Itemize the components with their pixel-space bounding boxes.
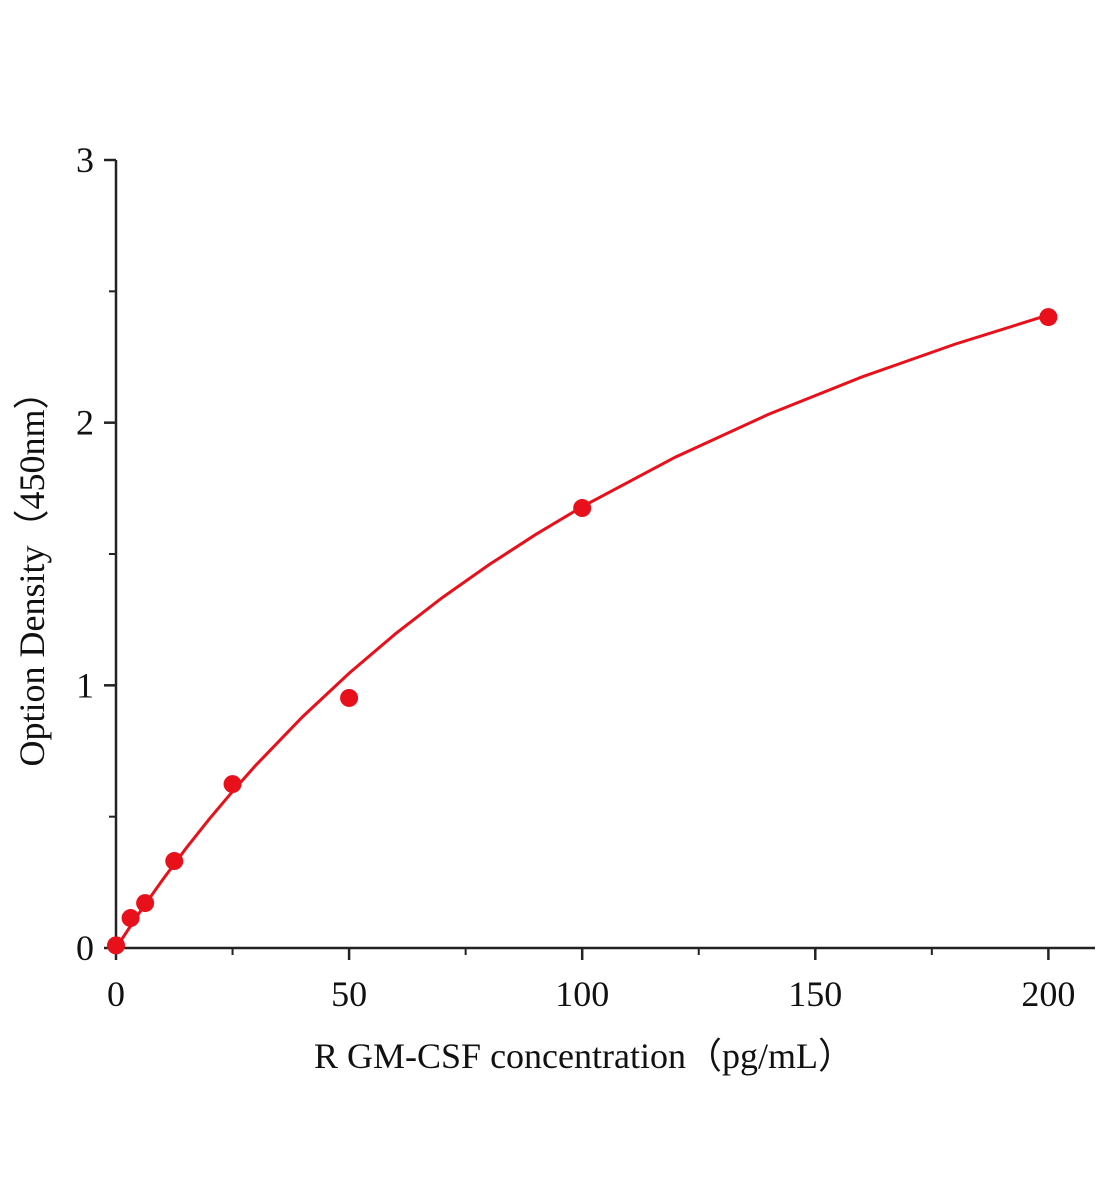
data-point: [121, 909, 140, 928]
y-tick-label: 1: [76, 665, 94, 705]
fit-curve: [114, 313, 1049, 949]
y-tick-label: 0: [76, 928, 94, 968]
y-tick-label: 3: [76, 140, 94, 180]
data-point: [340, 688, 359, 707]
y-tick-label: 2: [76, 403, 94, 443]
data-point: [573, 499, 592, 518]
data-point: [1039, 308, 1058, 327]
x-tick-label: 150: [788, 974, 842, 1014]
x-tick-label: 200: [1021, 974, 1075, 1014]
x-tick-label: 50: [331, 974, 367, 1014]
data-point: [136, 894, 155, 913]
y-axis-label: Option Density（450nm）: [12, 374, 52, 767]
x-tick-label: 100: [555, 974, 609, 1014]
x-tick-label: 0: [107, 974, 125, 1014]
data-point: [165, 852, 184, 871]
data-point: [107, 936, 125, 955]
x-axis-label: R GM-CSF concentration（pg/mL）: [314, 1036, 854, 1076]
data-point: [223, 775, 242, 794]
